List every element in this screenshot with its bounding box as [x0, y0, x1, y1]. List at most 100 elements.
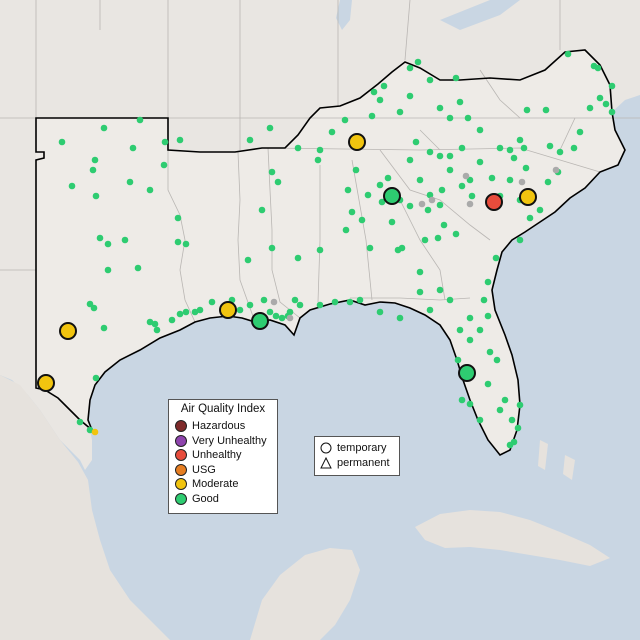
temporary-monitor-moderate[interactable]	[37, 374, 55, 392]
monitor-dot-good[interactable]	[90, 304, 98, 312]
monitor-dot-good[interactable]	[296, 301, 304, 309]
monitor-dot-good[interactable]	[68, 182, 76, 190]
monitor-dot-good[interactable]	[388, 218, 396, 226]
monitor-dot-good[interactable]	[342, 226, 350, 234]
monitor-dot-good[interactable]	[378, 198, 386, 206]
monitor-dot-good[interactable]	[468, 192, 476, 200]
monitor-dot-good[interactable]	[454, 356, 462, 364]
monitor-dot-good[interactable]	[484, 278, 492, 286]
monitor-dot-good[interactable]	[182, 308, 190, 316]
monitor-dot-good[interactable]	[496, 144, 504, 152]
monitor-dot-good[interactable]	[536, 206, 544, 214]
monitor-dot-good[interactable]	[341, 116, 349, 124]
monitor-dot-good[interactable]	[434, 234, 442, 242]
monitor-dot-good[interactable]	[244, 256, 252, 264]
monitor-dot-good[interactable]	[182, 240, 190, 248]
temporary-monitor-moderate[interactable]	[59, 322, 77, 340]
monitor-dot-good[interactable]	[268, 168, 276, 176]
monitor-dot-good[interactable]	[396, 108, 404, 116]
monitor-dot-good[interactable]	[161, 138, 169, 146]
monitor-dot-good[interactable]	[104, 266, 112, 274]
monitor-dot-moderate[interactable]	[91, 428, 99, 436]
monitor-dot-good[interactable]	[160, 161, 168, 169]
monitor-dot-good[interactable]	[272, 312, 280, 320]
monitor-dot-good[interactable]	[100, 124, 108, 132]
monitor-dot-good[interactable]	[268, 244, 276, 252]
monitor-dot-good[interactable]	[446, 296, 454, 304]
monitor-dot-nodata[interactable]	[428, 196, 436, 204]
monitor-dot-good[interactable]	[456, 98, 464, 106]
monitor-dot-good[interactable]	[136, 116, 144, 124]
monitor-dot-nodata[interactable]	[462, 172, 470, 180]
monitor-dot-good[interactable]	[466, 336, 474, 344]
monitor-dot-good[interactable]	[452, 230, 460, 238]
monitor-dot-good[interactable]	[506, 146, 514, 154]
monitor-dot-good[interactable]	[466, 400, 474, 408]
monitor-dot-good[interactable]	[168, 316, 176, 324]
monitor-dot-good[interactable]	[291, 296, 299, 304]
monitor-dot-good[interactable]	[476, 158, 484, 166]
monitor-dot-good[interactable]	[510, 154, 518, 162]
temporary-monitor-good[interactable]	[458, 364, 476, 382]
temporary-monitor-moderate[interactable]	[348, 133, 366, 151]
monitor-dot-good[interactable]	[331, 298, 339, 306]
monitor-dot-good[interactable]	[416, 176, 424, 184]
monitor-dot-good[interactable]	[426, 148, 434, 156]
monitor-dot-good[interactable]	[486, 348, 494, 356]
monitor-dot-nodata[interactable]	[286, 314, 294, 322]
monitor-dot-good[interactable]	[278, 314, 286, 322]
monitor-dot-good[interactable]	[416, 268, 424, 276]
monitor-dot-good[interactable]	[176, 136, 184, 144]
monitor-dot-good[interactable]	[466, 176, 474, 184]
monitor-dot-good[interactable]	[493, 356, 501, 364]
monitor-dot-good[interactable]	[476, 126, 484, 134]
monitor-dot-good[interactable]	[506, 176, 514, 184]
monitor-dot-nodata[interactable]	[270, 298, 278, 306]
monitor-dot-good[interactable]	[376, 181, 384, 189]
monitor-dot-good[interactable]	[426, 191, 434, 199]
monitor-dot-good[interactable]	[406, 202, 414, 210]
monitor-dot-good[interactable]	[92, 374, 100, 382]
monitor-dot-good[interactable]	[366, 244, 374, 252]
monitor-dot-good[interactable]	[286, 308, 294, 316]
monitor-dot-good[interactable]	[476, 416, 484, 424]
temporary-monitor-good[interactable]	[251, 312, 269, 330]
monitor-dot-good[interactable]	[476, 326, 484, 334]
monitor-dot-good[interactable]	[398, 244, 406, 252]
monitor-dot-good[interactable]	[129, 144, 137, 152]
monitor-dot-good[interactable]	[246, 301, 254, 309]
monitor-dot-good[interactable]	[266, 124, 274, 132]
monitor-dot-good[interactable]	[368, 112, 376, 120]
monitor-dot-good[interactable]	[316, 146, 324, 154]
monitor-dot-good[interactable]	[436, 104, 444, 112]
monitor-dot-good[interactable]	[358, 216, 366, 224]
monitor-dot-nodata[interactable]	[518, 178, 526, 186]
monitor-dot-good[interactable]	[458, 144, 466, 152]
monitor-dot-good[interactable]	[466, 314, 474, 322]
monitor-dot-good[interactable]	[576, 128, 584, 136]
monitor-dot-good[interactable]	[542, 106, 550, 114]
monitor-dot-good[interactable]	[546, 142, 554, 150]
monitor-dot-good[interactable]	[520, 144, 528, 152]
monitor-dot-good[interactable]	[523, 106, 531, 114]
temporary-monitor-good[interactable]	[383, 187, 401, 205]
monitor-dot-good[interactable]	[346, 298, 354, 306]
monitor-dot-good[interactable]	[522, 164, 530, 172]
temporary-monitor-unhealthy[interactable]	[485, 193, 503, 211]
monitor-dot-good[interactable]	[506, 441, 514, 449]
monitor-dot-good[interactable]	[92, 192, 100, 200]
monitor-dot-good[interactable]	[516, 401, 524, 409]
monitor-dot-good[interactable]	[236, 306, 244, 314]
monitor-dot-good[interactable]	[274, 178, 282, 186]
monitor-dot-good[interactable]	[104, 240, 112, 248]
monitor-dot-good[interactable]	[436, 201, 444, 209]
monitor-dot-good[interactable]	[380, 82, 388, 90]
monitor-dot-nodata[interactable]	[466, 200, 474, 208]
temporary-monitor-moderate[interactable]	[219, 301, 237, 319]
monitor-dot-good[interactable]	[544, 178, 552, 186]
monitor-dot-good[interactable]	[594, 64, 602, 72]
monitor-dot-good[interactable]	[516, 236, 524, 244]
monitor-dot-good[interactable]	[426, 306, 434, 314]
monitor-dot-good[interactable]	[458, 182, 466, 190]
